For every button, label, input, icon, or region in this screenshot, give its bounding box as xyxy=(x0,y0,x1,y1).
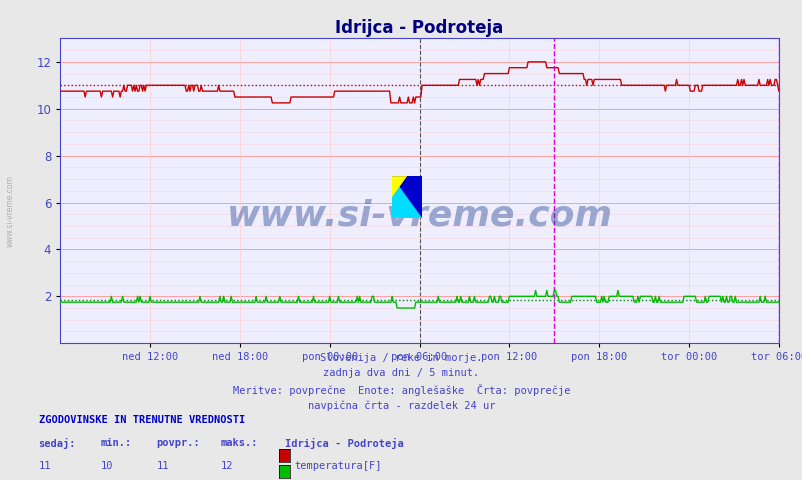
Text: min.:: min.: xyxy=(100,438,132,448)
Text: temperatura[F]: temperatura[F] xyxy=(294,461,382,471)
Text: Idrijca - Podroteja: Idrijca - Podroteja xyxy=(285,438,403,449)
Polygon shape xyxy=(391,176,407,197)
Text: 11: 11 xyxy=(156,461,169,471)
Text: maks.:: maks.: xyxy=(221,438,258,448)
Polygon shape xyxy=(391,176,422,218)
Title: Idrijca - Podroteja: Idrijca - Podroteja xyxy=(335,19,503,37)
Text: www.si-vreme.com: www.si-vreme.com xyxy=(6,175,15,247)
Text: www.si-vreme.com: www.si-vreme.com xyxy=(226,198,612,232)
Text: ZGODOVINSKE IN TRENUTNE VREDNOSTI: ZGODOVINSKE IN TRENUTNE VREDNOSTI xyxy=(38,415,245,425)
Text: Slovenija / reke in morje.
zadnja dva dni / 5 minut.
Meritve: povprečne  Enote: : Slovenija / reke in morje. zadnja dva dn… xyxy=(233,353,569,411)
Text: povpr.:: povpr.: xyxy=(156,438,200,448)
Text: sedaj:: sedaj: xyxy=(38,438,76,449)
Text: 12: 12 xyxy=(221,461,233,471)
Text: 11: 11 xyxy=(38,461,51,471)
Text: 10: 10 xyxy=(100,461,113,471)
